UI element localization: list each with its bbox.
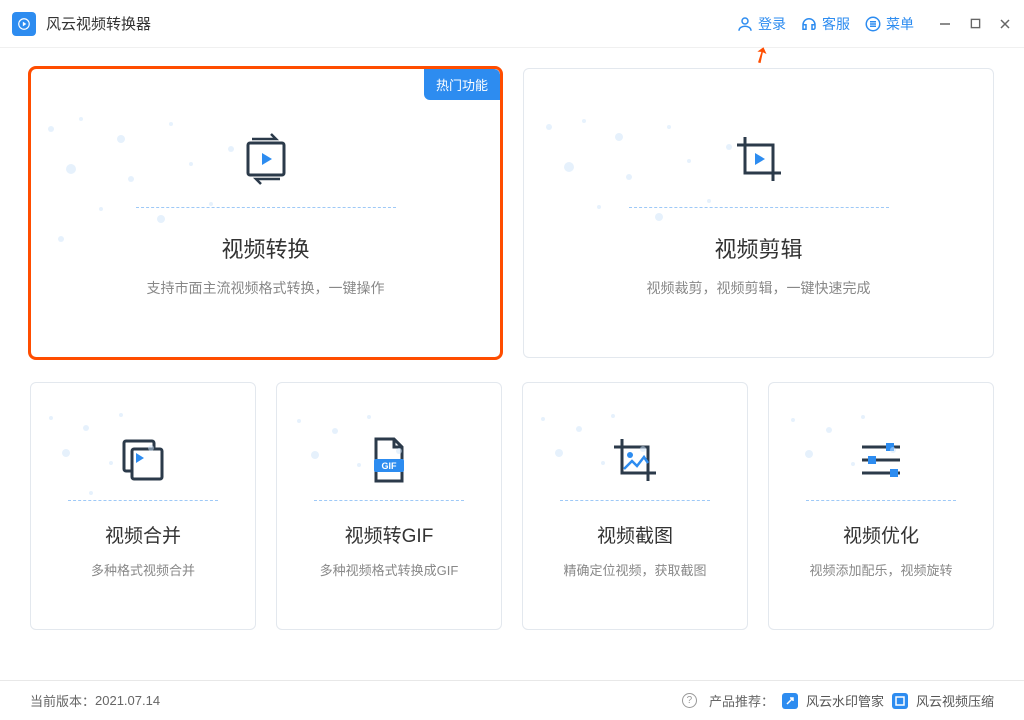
convert-icon	[236, 129, 296, 189]
card-video-optimize[interactable]: 视频优化 视频添加配乐，视频旋转	[768, 382, 994, 630]
screenshot-icon	[609, 434, 661, 486]
card-desc: 支持市面主流视频格式转换，一键操作	[147, 278, 385, 298]
card-title: 视频优化	[843, 521, 919, 548]
version-label: 当前版本：	[30, 691, 95, 710]
card-desc: 多种格式视频合并	[91, 560, 195, 579]
support-button[interactable]: 客服	[800, 14, 850, 34]
menu-icon	[864, 15, 882, 33]
minimize-button[interactable]	[938, 17, 952, 31]
sliders-icon	[855, 434, 907, 486]
app-title: 风云视频转换器	[46, 13, 151, 34]
titlebar: 风云视频转换器 登录 ➚ 客服 菜单	[0, 0, 1024, 48]
divider	[68, 500, 218, 501]
divider	[560, 500, 710, 501]
gif-icon: GIF	[363, 434, 415, 486]
card-desc: 精确定位视频，获取截图	[563, 560, 706, 579]
rec-icon-2	[892, 693, 908, 709]
card-video-merge[interactable]: 视频合并 多种格式视频合并	[30, 382, 256, 630]
merge-icon	[117, 434, 169, 486]
recommend-link-1[interactable]: 风云水印管家	[806, 691, 884, 710]
login-label: 登录	[758, 14, 786, 34]
login-button[interactable]: 登录 ➚	[736, 14, 786, 34]
headset-icon	[800, 15, 818, 33]
card-desc: 视频添加配乐，视频旋转	[809, 560, 952, 579]
app-icon	[12, 12, 36, 36]
divider	[629, 207, 889, 208]
support-label: 客服	[822, 14, 850, 34]
user-icon	[736, 15, 754, 33]
close-button[interactable]	[998, 17, 1012, 31]
card-title: 视频转换	[221, 232, 309, 264]
card-desc: 多种视频格式转换成GIF	[320, 560, 459, 579]
crop-icon	[729, 129, 789, 189]
hot-badge: 热门功能	[424, 69, 500, 100]
card-title: 视频截图	[597, 521, 673, 548]
card-title: 视频合并	[105, 521, 181, 548]
divider	[806, 500, 956, 501]
help-icon[interactable]: ?	[682, 693, 697, 708]
card-video-gif[interactable]: GIF 视频转GIF 多种视频格式转换成GIF	[276, 382, 502, 630]
card-title: 视频剪辑	[714, 232, 802, 264]
rec-icon-1	[782, 693, 798, 709]
card-video-edit[interactable]: 视频剪辑 视频裁剪，视频剪辑，一键快速完成	[523, 68, 994, 358]
svg-text:GIF: GIF	[382, 461, 398, 471]
maximize-button[interactable]	[968, 17, 982, 31]
card-video-convert[interactable]: 热门功能 视频转换 支持市面主流视频格式转换，一键操作	[30, 68, 501, 358]
divider	[314, 500, 464, 501]
menu-label: 菜单	[886, 14, 914, 34]
version-text: 2021.07.14	[95, 693, 160, 708]
card-video-screenshot[interactable]: 视频截图 精确定位视频，获取截图	[522, 382, 748, 630]
recommend-label: 产品推荐：	[709, 691, 774, 710]
content-area: 热门功能 视频转换 支持市面主流视频格式转换，一键操作 视频剪辑 视频裁剪，视频…	[0, 48, 1024, 640]
recommend-link-2[interactable]: 风云视频压缩	[916, 691, 994, 710]
card-desc: 视频裁剪，视频剪辑，一键快速完成	[647, 278, 871, 298]
divider	[136, 207, 396, 208]
card-title: 视频转GIF	[345, 521, 434, 548]
footer: 当前版本： 2021.07.14 ? 产品推荐： 风云水印管家 风云视频压缩	[0, 680, 1024, 720]
menu-button[interactable]: 菜单	[864, 14, 914, 34]
